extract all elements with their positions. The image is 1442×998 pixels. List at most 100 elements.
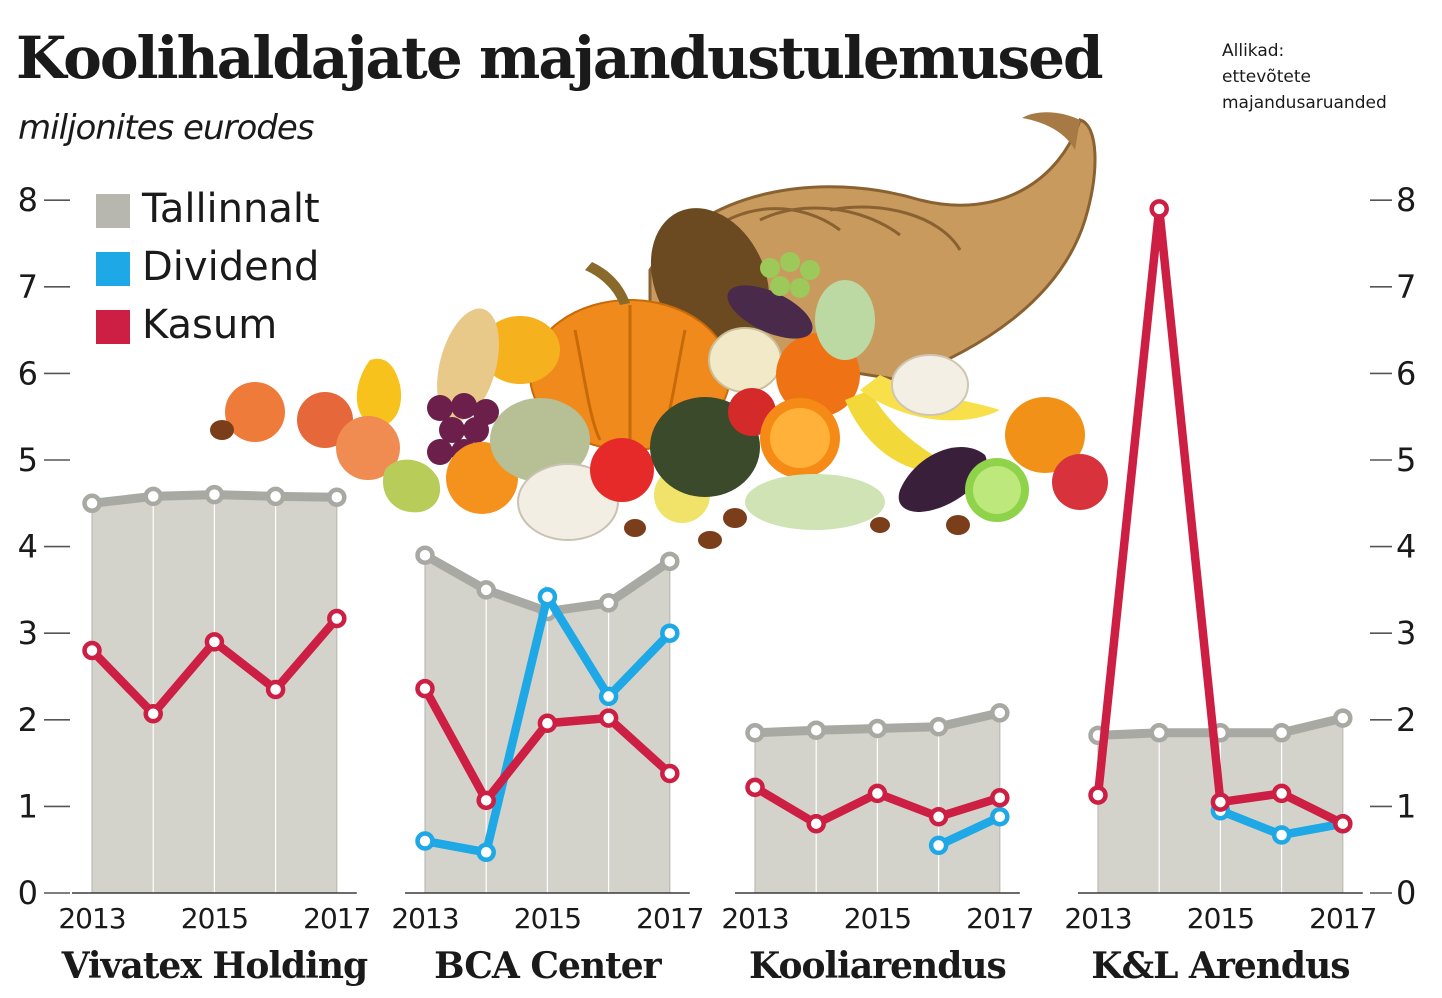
y-tick-label-right: 2 (1396, 701, 1416, 739)
panel-title: Kooliarendus (749, 945, 1006, 987)
point-dividend (476, 842, 496, 863)
point-dividend (1271, 825, 1292, 845)
point-tallinnalt (928, 716, 949, 737)
y-tick-label-left: 2 (18, 701, 38, 739)
point-tallinnalt (660, 551, 680, 572)
x-tick-label: 2017 (636, 902, 703, 935)
x-tick-label: 2015 (844, 902, 911, 935)
point-dividend (990, 807, 1010, 827)
source-line: majandusaruanded (1222, 93, 1387, 113)
legend-swatch-tallinnalt (96, 194, 130, 228)
panel-k-l-arendus: 2013 2015 2017 K&L Arendus (1064, 199, 1377, 987)
point-kasum (660, 763, 680, 784)
axes: 0 0 1 1 2 2 3 3 4 4 5 5 6 6 7 7 8 8 (18, 181, 1417, 912)
point-kasum (598, 708, 619, 728)
y-tick-label-right: 4 (1396, 528, 1416, 566)
point-dividend (928, 835, 949, 856)
point-tallinnalt (143, 486, 163, 507)
point-kasum (928, 807, 949, 827)
panel-title: Vivatex Holding (61, 945, 368, 987)
y-tick-label-right: 3 (1396, 614, 1416, 652)
point-tallinnalt (265, 486, 286, 507)
point-dividend (598, 686, 619, 707)
source-note: Allikad: ettevõtete majandusaruanded (1222, 38, 1387, 116)
legend-swatch-kasum (96, 310, 130, 344)
point-tallinnalt (204, 484, 225, 505)
point-kasum (806, 813, 826, 834)
x-tick-label: 2013 (391, 902, 458, 935)
x-tick-label: 2017 (303, 902, 370, 935)
y-tick-label-left: 1 (18, 787, 38, 825)
y-tick-label-left: 6 (18, 354, 38, 392)
x-tick-label: 2013 (1064, 902, 1131, 935)
x-tick-label: 2017 (1309, 902, 1376, 935)
x-tick-label: 2015 (1187, 902, 1254, 935)
point-kasum (1271, 783, 1292, 804)
point-kasum (1333, 813, 1353, 834)
point-kasum (990, 787, 1010, 808)
point-dividend (415, 831, 435, 851)
point-dividend (660, 623, 680, 643)
point-kasum (537, 713, 558, 734)
chart-subtitle: miljonites eurodes (18, 108, 314, 148)
y-tick-label-left: 3 (18, 614, 38, 652)
point-tallinnalt (82, 493, 102, 514)
legend-label: Dividend (142, 244, 320, 290)
point-tallinnalt (1271, 723, 1292, 743)
point-kasum (1149, 199, 1169, 219)
point-kasum (265, 679, 286, 700)
legend-label: Tallinnalt (142, 186, 320, 232)
y-tick-label-left: 4 (18, 528, 38, 566)
y-tick-label-right: 8 (1396, 181, 1416, 219)
x-tick-label: 2015 (181, 902, 248, 935)
point-kasum (82, 640, 102, 661)
y-tick-label-left: 5 (18, 441, 38, 479)
point-tallinnalt (1149, 723, 1169, 743)
y-tick-label-right: 0 (1396, 874, 1416, 912)
y-tick-label-right: 6 (1396, 354, 1416, 392)
y-tick-label-right: 1 (1396, 787, 1416, 825)
source-label: Allikad: (1222, 41, 1285, 61)
point-tallinnalt (598, 593, 619, 613)
point-kasum (1088, 785, 1108, 805)
point-tallinnalt (806, 720, 826, 740)
point-kasum (143, 703, 163, 724)
point-kasum (1210, 792, 1231, 812)
chart-title: Koolihaldajate majandustulemused (16, 24, 1104, 92)
y-tick-label-left: 8 (18, 181, 38, 219)
point-tallinnalt (476, 580, 496, 600)
panel-bca-center: 2013 2015 2017 BCA Center (391, 545, 704, 987)
y-tick-label-left: 7 (18, 268, 38, 306)
legend-label: Kasum (142, 302, 278, 348)
point-kasum (327, 608, 347, 629)
x-tick-label: 2013 (721, 902, 788, 935)
line-dividend (934, 812, 1005, 850)
y-tick-label-right: 7 (1396, 268, 1416, 306)
chart-panels: 2013 2015 2017 Vivatex Holding 2013 2015 2017 B… (58, 199, 1377, 987)
x-tick-label: 2013 (58, 902, 125, 935)
point-kasum (415, 678, 435, 699)
x-tick-label: 2017 (966, 902, 1033, 935)
y-tick-label-right: 5 (1396, 441, 1416, 479)
panel-vivatex-holding: 2013 2015 2017 Vivatex Holding (58, 484, 371, 987)
point-kasum (867, 783, 888, 804)
point-kasum (476, 790, 496, 811)
point-tallinnalt (867, 718, 888, 739)
point-tallinnalt (327, 487, 347, 507)
cornucopia-illustration (210, 112, 1108, 549)
panel-title: K&L Arendus (1091, 945, 1349, 987)
point-kasum (204, 632, 225, 652)
point-tallinnalt (1333, 708, 1353, 728)
panel-title: BCA Center (434, 945, 662, 987)
point-dividend (537, 587, 558, 607)
x-tick-label: 2015 (514, 902, 581, 935)
point-kasum (745, 777, 765, 798)
panel-kooliarendus: 2013 2015 2017 Kooliarendus (721, 703, 1034, 987)
source-line: ettevõtete (1222, 67, 1311, 87)
point-tallinnalt (745, 723, 765, 743)
point-tallinnalt (415, 545, 435, 566)
legend-swatch-dividend (96, 252, 130, 286)
y-tick-label-left: 0 (18, 874, 38, 912)
point-tallinnalt (990, 703, 1010, 723)
